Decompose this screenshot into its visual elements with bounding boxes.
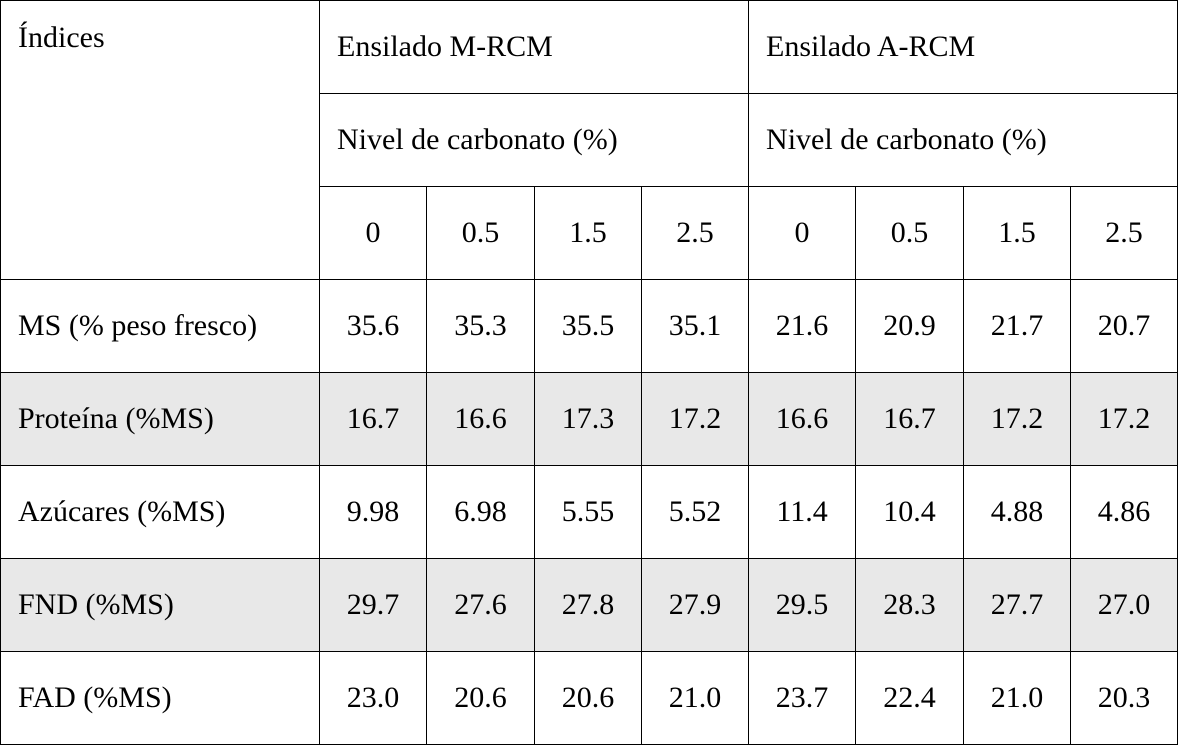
row-label: FND (%MS) [0,558,320,652]
table-cell: 21.7 [963,279,1072,373]
table-cell: 21.0 [640,651,750,745]
table-cell: 27.9 [640,558,750,652]
header-row-subgroups: Nivel de carbonato (%) Nivel de carbonat… [1,93,1178,187]
group-header: Ensilado A-RCM [748,0,1178,94]
table-cell: 20.9 [855,279,965,373]
table-cell: 35.5 [534,279,642,373]
table-cell: 27.8 [534,558,642,652]
table-cell: 20.3 [1070,651,1178,745]
group-header: Ensilado M-RCM [318,0,750,94]
table-cell: 17.2 [963,372,1072,466]
level-header: 0 [748,186,857,280]
table-cell: 35.1 [640,279,750,373]
table-row: Azúcares (%MS) 9.98 6.98 5.55 5.52 11.4 10.4 4.… [0,465,1178,559]
table-cell: 4.86 [1070,465,1178,559]
table-cell: 17.2 [640,372,750,466]
table-cell: 21.6 [748,279,857,373]
table-row: FAD (%MS) 23.0 20.6 20.6 21.0 23.7 22.4 21.0 20.… [0,651,1178,745]
row-label: Proteína (%MS) [0,372,320,466]
table-cell: 17.2 [1070,372,1178,466]
level-header: 0 [319,186,427,280]
table-cell: 29.7 [319,558,427,652]
table-cell: 9.98 [319,465,427,559]
table-cell: 27.7 [963,558,1072,652]
row-label: FAD (%MS) [0,651,320,745]
row-label: Azúcares (%MS) [0,465,320,559]
table-row: FND (%MS) 29.7 27.6 27.8 27.9 29.5 28.3 27.7 27.… [0,558,1178,652]
level-header: 1.5 [534,186,642,280]
table-cell: 17.3 [534,372,642,466]
table-cell: 16.6 [426,372,535,466]
table-cell: 20.6 [426,651,535,745]
subgroup-header: Nivel de carbonato (%) [748,93,1178,187]
table-cell: 28.3 [855,558,965,652]
table-cell: 29.5 [748,558,857,652]
level-header: 2.5 [1070,186,1178,280]
level-header: 0.5 [426,186,535,280]
table-cell: 23.7 [748,651,857,745]
subgroup-header: Nivel de carbonato (%) [318,93,750,187]
table-cell: 5.52 [640,465,750,559]
table-cell: 20.7 [1070,279,1178,373]
table-cell: 6.98 [426,465,535,559]
table-cell: 11.4 [748,465,857,559]
table-cell: 27.0 [1070,558,1178,652]
table-cell: 35.3 [426,279,535,373]
level-header: 1.5 [963,186,1072,280]
table-cell: 16.7 [319,372,427,466]
table-cell: 4.88 [963,465,1072,559]
table-cell: 16.7 [855,372,965,466]
level-header: 0.5 [855,186,965,280]
table-cell: 16.6 [748,372,857,466]
table-cell: 10.4 [855,465,965,559]
table-row: MS (% peso fresco) 35.6 35.3 35.5 35.1 21.6 20… [0,279,1178,373]
table-row: Proteína (%MS) 16.7 16.6 17.3 17.2 16.6 16.7 17… [0,372,1178,466]
table-cell: 35.6 [319,279,427,373]
table-cell: 23.0 [319,651,427,745]
table-cell: 22.4 [855,651,965,745]
level-header: 2.5 [640,186,750,280]
header-row-levels: 0 0.5 1.5 2.5 0 0.5 1.5 2.5 [1,186,1178,280]
header-row-groups: Índices Ensilado M-RCM Ensilado A-RCM [0,0,1178,280]
table-cell: 21.0 [963,651,1072,745]
table-cell: 27.6 [426,558,535,652]
corner-header: Índices [0,0,320,280]
table-cell: 20.6 [534,651,642,745]
table-cell: 5.55 [534,465,642,559]
row-label: MS (% peso fresco) [0,279,320,373]
